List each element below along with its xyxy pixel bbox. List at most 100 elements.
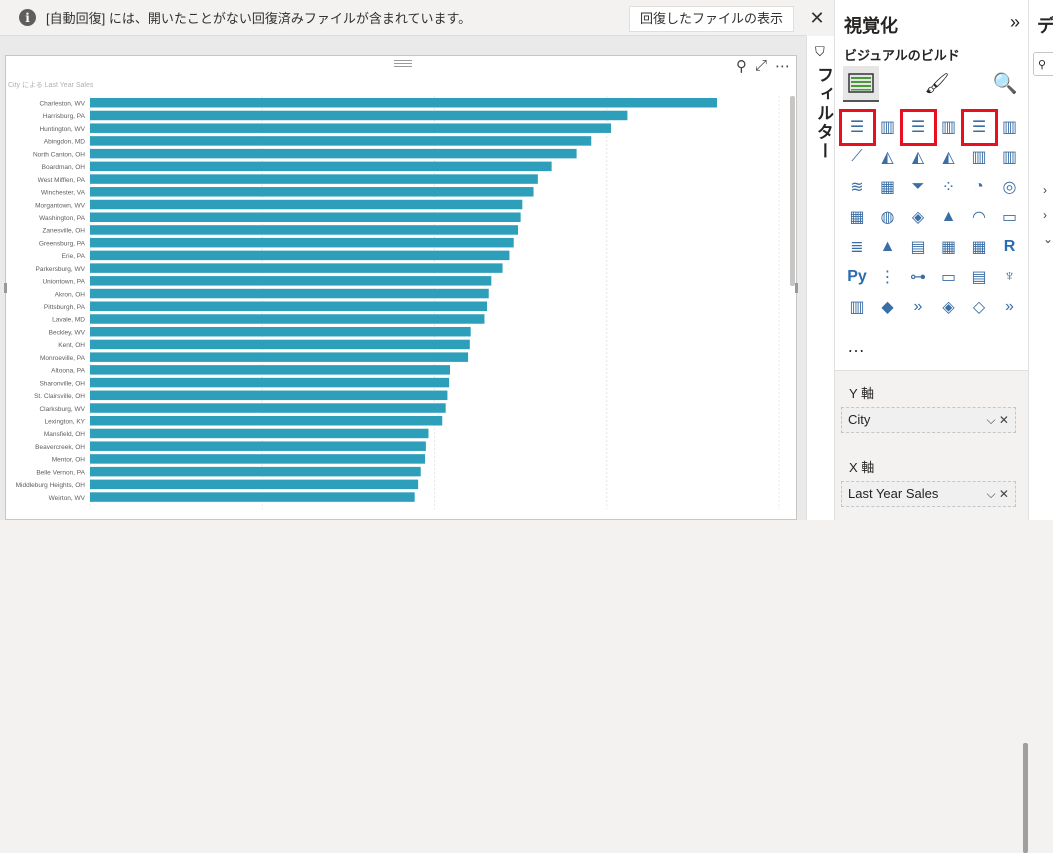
stacked-area-icon[interactable]: ◭ (911, 149, 925, 166)
more-visuals-icon[interactable]: … (847, 336, 867, 356)
bar[interactable] (90, 250, 510, 261)
multi-row-card-icon[interactable]: ≣ (850, 239, 864, 256)
r-visual-icon[interactable]: R (1003, 238, 1016, 255)
bar[interactable] (90, 110, 628, 121)
power-automate-icon[interactable]: » (913, 298, 923, 315)
search-icon[interactable]: ⚲ (1033, 52, 1053, 76)
resize-handle-left[interactable] (4, 283, 7, 293)
100pct-stacked-column-icon[interactable]: ▥ (1001, 119, 1018, 136)
goals-icon[interactable]: ♆ (1003, 268, 1016, 285)
scatter-icon[interactable]: ⁘ (941, 179, 956, 196)
bar[interactable] (90, 454, 426, 464)
map-icon[interactable]: ◍ (880, 209, 895, 226)
bar[interactable] (90, 263, 503, 273)
100pct-stacked-area-icon[interactable]: ◭ (942, 149, 955, 166)
bar[interactable] (90, 301, 488, 312)
bar[interactable] (90, 148, 577, 159)
line-clustered-column-icon[interactable]: ▥ (971, 149, 987, 166)
bar[interactable] (90, 225, 519, 235)
bar[interactable] (90, 199, 523, 210)
funnel-icon[interactable]: ⏷ (911, 178, 925, 195)
bar-chart-visual[interactable]: ⚲ ⤢ ⋯ City による Last Year Sales $0.0M$0.2… (5, 55, 797, 520)
filter-pane-collapsed[interactable]: ⛉ フィルター (806, 36, 834, 520)
bar[interactable] (90, 187, 534, 197)
table-icon[interactable]: ▦ (940, 239, 957, 256)
format-visual-tab[interactable]: 🖌 (919, 66, 955, 100)
bar[interactable] (90, 365, 451, 375)
bar[interactable] (90, 276, 492, 286)
analytics-tab[interactable]: 🔍 (987, 66, 1023, 100)
bar[interactable] (90, 403, 446, 413)
python-visual-icon[interactable]: Py (847, 268, 867, 285)
resize-handle-right[interactable] (795, 283, 798, 293)
area-icon[interactable]: ◭ (881, 149, 894, 166)
arcgis-icon[interactable]: ◈ (942, 299, 955, 316)
power-apps-icon[interactable]: ◆ (881, 299, 894, 316)
bar[interactable] (90, 136, 592, 146)
field-controls-icon[interactable]: ⌵ ✕ (986, 487, 1010, 501)
bar[interactable] (90, 492, 415, 502)
drag-handle-icon[interactable] (394, 58, 412, 68)
x-axis-field[interactable]: Last Year Sales ⌵ ✕ (841, 481, 1016, 507)
slicer-icon[interactable]: ▤ (910, 239, 926, 256)
bar[interactable] (90, 288, 489, 299)
bar[interactable] (90, 428, 429, 439)
bar[interactable] (90, 441, 426, 451)
chevron-right-icon[interactable]: › (1043, 183, 1047, 197)
gauge-icon[interactable]: ◠ (972, 209, 986, 226)
treemap-icon[interactable]: ▦ (849, 209, 865, 226)
close-banner-icon[interactable]: ✕ (809, 7, 825, 28)
chevron-down-icon[interactable]: ⌄ (1043, 232, 1053, 246)
bar[interactable] (90, 466, 421, 477)
bar[interactable] (90, 390, 448, 401)
y-axis-field[interactable]: City ⌵ ✕ (841, 407, 1016, 433)
pane-scrollbar[interactable] (1023, 743, 1028, 853)
ribbon-icon[interactable]: ≋ (850, 179, 864, 196)
more-options-icon[interactable]: ⋯ (775, 58, 790, 75)
bar[interactable] (90, 314, 485, 324)
chevron-right-icon[interactable]: › (1043, 208, 1047, 222)
stacked-bar-icon[interactable]: ☰ (849, 119, 865, 136)
filled-map-icon[interactable]: ◈ (911, 209, 925, 226)
pie-icon[interactable]: ◔ (974, 178, 984, 195)
qa-icon[interactable]: ▭ (940, 269, 957, 286)
decomposition-tree-icon[interactable]: ⊶ (910, 269, 926, 286)
bar[interactable] (90, 479, 419, 490)
bar[interactable] (90, 416, 443, 426)
line-stacked-column-icon[interactable]: ▥ (1001, 149, 1018, 166)
bar[interactable] (90, 123, 612, 133)
bar[interactable] (90, 98, 717, 108)
bar[interactable] (90, 237, 514, 248)
bar[interactable] (90, 352, 469, 362)
build-visual-tab[interactable] (843, 66, 879, 102)
diamond-icon[interactable]: ◇ (972, 299, 986, 316)
smart-narrative-icon[interactable]: ▤ (971, 269, 987, 286)
bar[interactable] (90, 174, 538, 184)
bar[interactable] (90, 326, 471, 337)
view-recovered-files-button[interactable]: 回復したファイルの表示 (628, 6, 794, 32)
waterfall-icon[interactable]: ▦ (879, 179, 896, 196)
y-category-label: Morgantown, WV (35, 202, 86, 209)
focus-mode-icon[interactable]: ⤢ (754, 57, 767, 74)
clustered-column-icon[interactable]: ▥ (940, 119, 957, 136)
field-controls-icon[interactable]: ⌵ ✕ (986, 413, 1010, 427)
paginated-report-icon[interactable]: ▥ (849, 299, 865, 316)
card-icon[interactable]: ▭ (1001, 209, 1018, 226)
matrix-icon[interactable]: ▦ (971, 239, 987, 256)
bar[interactable] (90, 377, 450, 388)
line-icon[interactable]: ⟋ (851, 148, 863, 165)
collapse-pane-icon[interactable]: » (1009, 12, 1020, 32)
vertical-scrollbar[interactable] (790, 96, 795, 286)
key-influencers-icon[interactable]: ⋮ (879, 269, 896, 286)
filter-icon[interactable]: ⚲ (735, 58, 747, 75)
100pct-stacked-bar-icon[interactable]: ☰ (971, 119, 987, 136)
stacked-column-icon[interactable]: ▥ (879, 119, 896, 136)
clustered-bar-icon[interactable]: ☰ (910, 119, 926, 136)
bar[interactable] (90, 161, 552, 172)
chevron-icon[interactable]: » (1005, 298, 1014, 315)
donut-icon[interactable]: ◎ (1002, 179, 1017, 196)
azure-map-icon[interactable]: ▲ (940, 208, 957, 225)
bar[interactable] (90, 339, 470, 350)
kpi-icon[interactable]: ▲ (879, 238, 896, 255)
bar[interactable] (90, 212, 521, 222)
